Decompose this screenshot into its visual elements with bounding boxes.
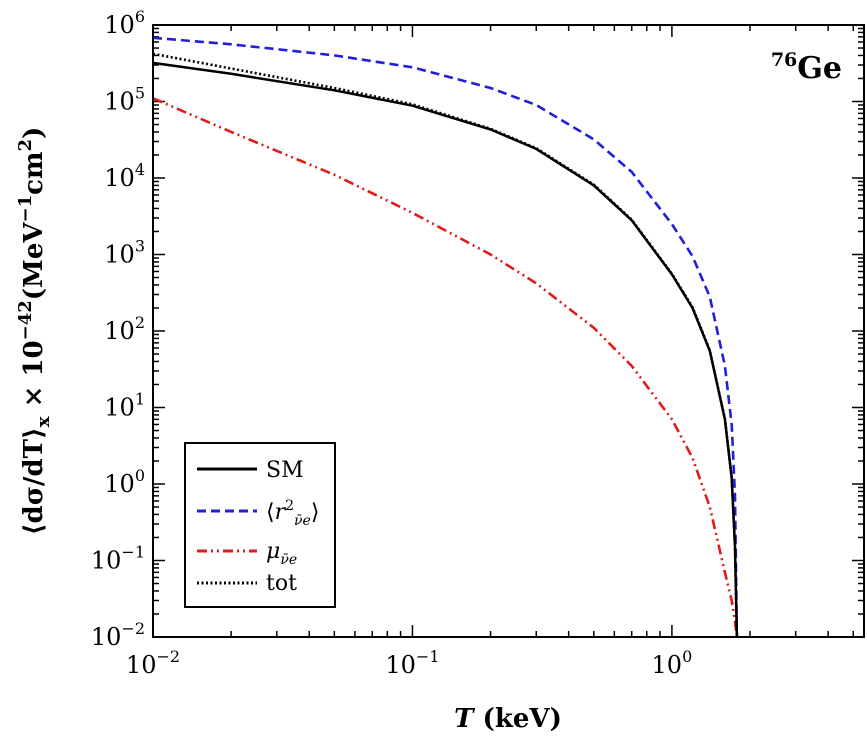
series-line-3 <box>152 52 739 638</box>
y-tick-label: 105 <box>104 84 145 116</box>
y-tick-label: 101 <box>104 390 145 422</box>
series-layer <box>152 36 739 638</box>
x-axis-label: T (keV) <box>454 704 562 734</box>
x-tick-label: 100 <box>652 647 693 679</box>
legend-label-sm: SM <box>266 458 304 483</box>
series-line-2 <box>152 97 739 638</box>
legend-label-magnetic-moment: μν̄e <box>266 539 297 568</box>
annotation-mass-number: 76 <box>771 49 797 71</box>
plot-frame <box>152 24 865 638</box>
annotation-76ge: 76Ge <box>771 49 842 86</box>
x-tick-label: 10−1 <box>385 647 439 679</box>
y-tick-label: 10−2 <box>91 619 145 651</box>
x-tick-label: 10−2 <box>126 647 180 679</box>
y-tick-label: 106 <box>104 7 145 39</box>
series-line-1 <box>152 36 739 638</box>
y-tick-label: 100 <box>104 466 145 498</box>
legend-label-tot: tot <box>266 571 297 596</box>
y-tick-label: 104 <box>104 160 145 192</box>
y-axis-label: ⟨dσ/dT⟩x × 10−42(MeV−1cm2) <box>15 127 54 536</box>
y-tick-label: 10−1 <box>91 543 145 575</box>
y-tick-label: 102 <box>104 313 145 345</box>
y-tick-label: 103 <box>104 237 145 269</box>
legend: SM ⟨r2ν̄e⟩ μν̄e tot <box>184 442 336 608</box>
tick-labels: 10−2 10−1 100 10−2 10−1 100 101 102 103 104 105 106 <box>91 7 692 679</box>
